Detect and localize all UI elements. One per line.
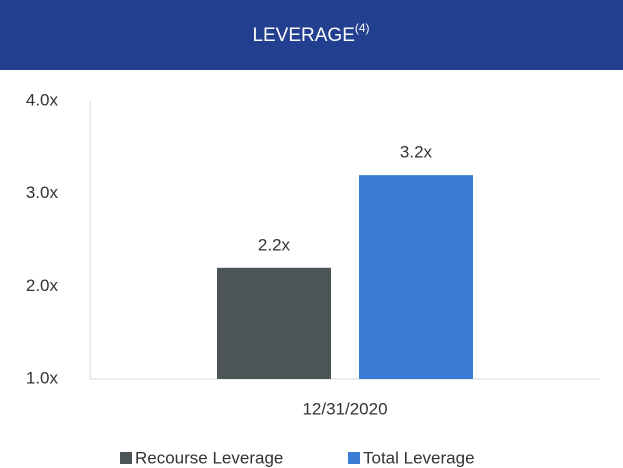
bar [217, 267, 331, 379]
x-tick-label: 12/31/2020 [302, 399, 387, 418]
chart-title-group: LEVERAGE(4) [252, 21, 369, 46]
bar [359, 175, 473, 379]
y-tick-label: 4.0x [26, 90, 59, 109]
value-label: 3.2x [400, 143, 433, 162]
y-tick-label: 1.0x [26, 368, 59, 387]
legend-label: Total Leverage [363, 448, 475, 467]
chart-title: LEVERAGE [252, 25, 354, 46]
legend-swatch [348, 452, 360, 464]
legend-swatch [120, 452, 132, 464]
legend-label: Recourse Leverage [135, 448, 283, 467]
y-tick-label: 3.0x [26, 183, 59, 202]
value-label: 2.2x [258, 235, 291, 254]
title-band [0, 0, 623, 70]
chart-title-superscript: (4) [355, 21, 370, 35]
y-tick-label: 2.0x [26, 276, 59, 295]
